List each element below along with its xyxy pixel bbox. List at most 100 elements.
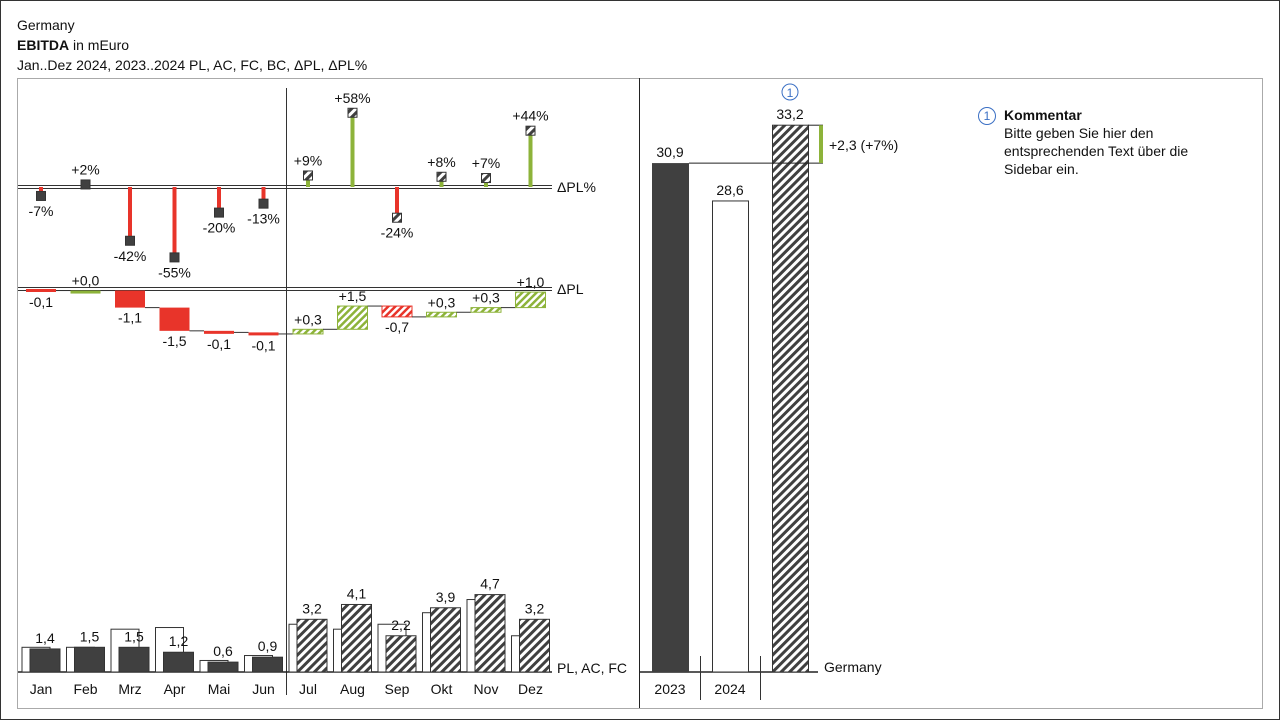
positive-delta-bar <box>337 305 368 330</box>
delta-pct-label: -7% <box>29 203 54 219</box>
year-label: 2023 <box>654 681 685 697</box>
negative-delta-bar <box>381 305 413 318</box>
actual-bar <box>29 648 61 673</box>
comment-number-badge: 1 <box>978 107 996 125</box>
pin-marker <box>347 107 358 118</box>
forecast-bar <box>341 603 372 673</box>
delta-label: -1,5 <box>162 333 186 349</box>
month-label: Nov <box>474 681 499 697</box>
actual-bar <box>118 646 150 673</box>
positive-delta-bar <box>70 290 101 294</box>
value-label: 3,9 <box>436 589 456 605</box>
pin-marker <box>125 235 135 246</box>
pin-marker <box>481 173 491 184</box>
negative-delta-bar <box>115 290 145 308</box>
year-category-label: Germany <box>824 659 882 675</box>
entity-title: Germany <box>17 17 75 33</box>
pin-marker <box>214 207 224 218</box>
month-label: Mai <box>208 681 231 697</box>
delta-pct-axis-label: ΔPL% <box>557 179 596 195</box>
delta-label: -0,1 <box>29 294 53 310</box>
month-label: Feb <box>73 681 97 697</box>
actual-bar <box>207 661 239 673</box>
pin-marker <box>525 125 536 136</box>
value-label: 28,6 <box>716 182 743 198</box>
delta-label: +0,3 <box>294 311 322 327</box>
month-label: Aug <box>340 681 365 697</box>
delta-pct-label: -55% <box>158 264 191 280</box>
value-label: 33,2 <box>776 106 803 122</box>
previous-year-bar <box>652 163 689 672</box>
delta-label: -1,1 <box>118 310 142 326</box>
negative-delta-bar <box>204 330 234 334</box>
positive-delta-bar <box>515 291 546 309</box>
pin-marker <box>36 190 46 201</box>
delta-label: +0,3 <box>428 294 456 310</box>
forecast-bar <box>430 607 461 673</box>
delta-label: +1,5 <box>339 288 367 304</box>
negative-delta-bar <box>159 307 190 331</box>
value-label: 3,2 <box>525 600 545 616</box>
comment-box: 1 Kommentar Bitte geben Sie hier den ents… <box>978 106 1224 178</box>
value-label: 4,7 <box>480 576 500 592</box>
pin-marker <box>303 170 313 181</box>
pin-marker <box>258 198 269 209</box>
delta-pct-label: -20% <box>203 220 236 236</box>
month-label: Dez <box>518 681 543 697</box>
month-label: Okt <box>431 681 453 697</box>
delta-label: -0,1 <box>207 336 231 352</box>
month-label: Mrz <box>118 681 141 697</box>
year-label: 2024 <box>714 681 745 697</box>
negative-delta-bar <box>26 289 56 292</box>
forecast-bar <box>296 618 328 673</box>
month-label: Jul <box>299 681 317 697</box>
delta-pct-label: +44% <box>512 108 548 124</box>
forecast-bar <box>385 635 417 673</box>
delta-pct-label: +9% <box>294 152 322 168</box>
delta-pct-label: +58% <box>334 90 370 106</box>
plan-2024-bar <box>712 200 749 673</box>
delta-label: +1,0 <box>517 274 545 290</box>
value-label: 2,2 <box>391 617 411 633</box>
value-label: 1,2 <box>169 633 189 649</box>
delta-pct-label: -13% <box>247 211 280 227</box>
negative-delta-bar <box>248 332 279 336</box>
main-axis-label: PL, AC, FC <box>557 660 627 676</box>
value-label: 0,6 <box>213 643 233 659</box>
pin-marker <box>80 179 91 190</box>
delta-pct-label: -24% <box>381 225 414 241</box>
comment-title: Kommentar <box>1004 107 1082 123</box>
value-label: 1,5 <box>124 628 144 644</box>
forecast-bar <box>519 618 550 673</box>
month-label: Apr <box>164 681 186 697</box>
delta-pct-label: -42% <box>114 248 147 264</box>
month-label: Jan <box>30 681 53 697</box>
delta-axis-label: ΔPL <box>557 281 584 297</box>
month-label: Sep <box>385 681 410 697</box>
actual-bar <box>74 646 105 673</box>
period-subtitle: Jan..Dez 2024, 2023..2024 PL, AC, FC, BC… <box>17 57 368 73</box>
measure-bold: EBITDA <box>17 37 70 53</box>
pin-marker <box>392 212 402 223</box>
month-label: Jun <box>252 681 275 697</box>
delta-label: +0,0 <box>72 273 100 289</box>
delta-label: -0,1 <box>251 337 275 353</box>
value-label: 30,9 <box>656 144 683 160</box>
positive-delta-bar <box>292 328 324 335</box>
delta-pct-label: +2% <box>71 161 99 177</box>
value-label: 4,1 <box>347 585 367 601</box>
forecast-2024-bar <box>772 124 809 673</box>
measure-unit: in mEuro <box>69 37 130 53</box>
delta-pct-label: +7% <box>472 155 500 171</box>
actual-bar <box>163 651 194 673</box>
pin-marker <box>436 171 447 182</box>
actual-bar <box>252 656 283 673</box>
forecast-bar <box>474 594 506 673</box>
comment-text[interactable]: Bitte geben Sie hier den entsprechenden … <box>1004 125 1189 177</box>
value-label: 1,4 <box>35 630 55 646</box>
positive-delta-bar <box>470 307 502 313</box>
pin-marker <box>169 252 180 263</box>
delta-pct-label: +8% <box>427 154 455 170</box>
value-label: 1,5 <box>80 628 100 644</box>
